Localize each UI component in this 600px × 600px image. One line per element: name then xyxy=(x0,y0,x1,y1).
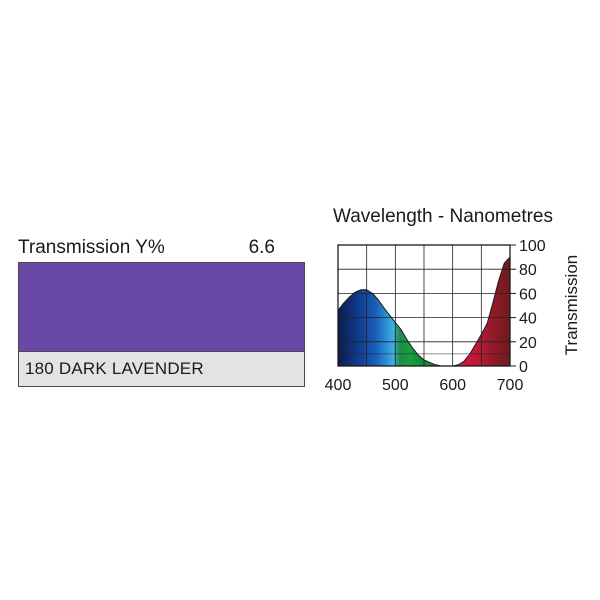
y-axis-label: Transmission xyxy=(562,255,581,355)
transmission-curve xyxy=(337,256,511,367)
transmission-label: Transmission Y% xyxy=(18,237,165,258)
y-tick-label: 40 xyxy=(519,311,537,328)
y-tick-label: 60 xyxy=(519,286,537,303)
transmission-area xyxy=(338,257,510,366)
x-tick-label: 700 xyxy=(497,377,524,394)
y-tick-label: 80 xyxy=(519,262,537,279)
x-tick-label: 600 xyxy=(439,377,466,394)
chart-title: Wavelength - Nanometres xyxy=(333,206,553,227)
x-tick-label: 400 xyxy=(325,377,352,394)
transmission-value: 6.6 xyxy=(248,237,275,258)
filter-name: 180 DARK LAVENDER xyxy=(18,352,305,387)
y-tick-label: 20 xyxy=(519,335,537,352)
plot-frame xyxy=(337,244,511,367)
y-tick-label: 0 xyxy=(519,359,528,376)
transmission-header: Transmission Y% 6.6 xyxy=(18,236,305,262)
y-tick-label: 100 xyxy=(519,238,546,255)
filter-swatch-panel: Transmission Y% 6.6 180 DARK LAVENDER xyxy=(18,236,305,387)
color-swatch xyxy=(18,262,305,352)
x-tick-label: 500 xyxy=(382,377,409,394)
